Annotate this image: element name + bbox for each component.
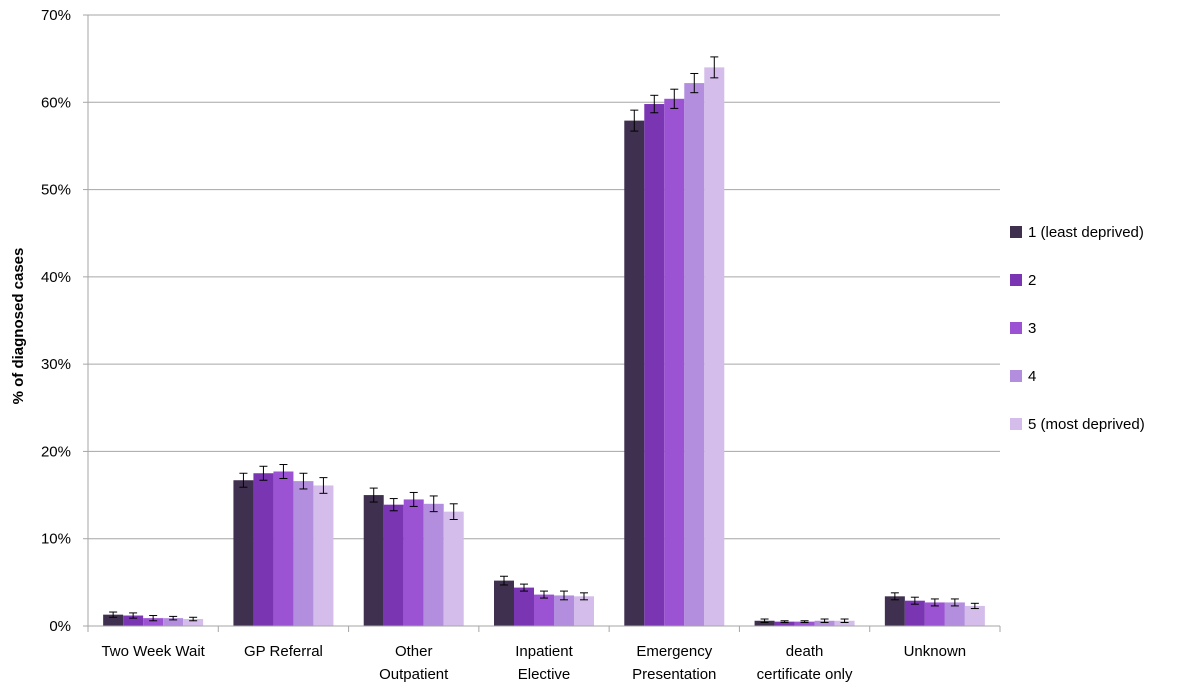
x-category-label-line: Emergency: [636, 643, 712, 660]
y-tick-label: 30%: [41, 356, 71, 373]
bar: [924, 602, 945, 626]
legend: 1 (least deprived) 2 3 4 5 (most deprived): [1010, 224, 1145, 433]
bar: [754, 620, 775, 626]
x-category-label-line: certificate only: [757, 666, 853, 683]
bar: [794, 621, 815, 626]
bar: [514, 587, 534, 626]
x-category-label: Emergency Presentation: [632, 643, 716, 683]
legend-swatch: [1010, 418, 1022, 430]
legend-swatch: [1010, 226, 1022, 238]
bar: [964, 605, 985, 626]
bars: [103, 67, 985, 626]
x-category-label-line: Outpatient: [379, 666, 449, 683]
bar: [884, 596, 905, 626]
gridlines: [88, 14, 1000, 540]
y-tick-label: 10%: [41, 531, 71, 548]
bar: [684, 83, 705, 626]
x-category-label-line: Elective: [518, 666, 571, 683]
bar: [103, 614, 124, 626]
bar: [313, 485, 334, 626]
y-tick-label: 50%: [41, 182, 71, 199]
bar: [904, 600, 925, 626]
bar: [554, 595, 574, 626]
legend-label: 2: [1028, 272, 1036, 289]
bar: [814, 620, 835, 626]
legend-swatch: [1010, 322, 1022, 334]
x-category-label: Unknown: [904, 643, 967, 660]
y-tick-label: 20%: [41, 443, 71, 460]
x-category-label: death certificate only: [757, 643, 853, 683]
x-category-label-line: Other: [395, 643, 433, 660]
bar: [293, 481, 314, 626]
y-axis-label: % of diagnosed cases: [10, 248, 27, 405]
bar: [233, 480, 254, 626]
error-bars: [109, 56, 979, 624]
bar: [443, 511, 464, 626]
x-category-label-line: GP Referral: [244, 643, 323, 660]
x-category-label-line: Two Week Wait: [101, 643, 205, 660]
bar: [363, 495, 384, 626]
bar: [644, 104, 665, 626]
y-tick-label: 40%: [41, 269, 71, 286]
bar: [123, 615, 144, 626]
x-category-label-line: Presentation: [632, 666, 716, 683]
x-category-label: Other Outpatient: [379, 643, 449, 683]
y-tick-label: 0%: [49, 618, 71, 635]
y-tick-label: 70%: [41, 7, 71, 24]
legend-swatch: [1010, 274, 1022, 286]
bar: [143, 618, 164, 626]
bar: [944, 602, 965, 626]
bar: [273, 471, 294, 626]
bar: [423, 503, 444, 626]
bar: [574, 596, 594, 626]
bar: [534, 594, 554, 626]
bar: [383, 504, 404, 626]
legend-label: 3: [1028, 320, 1036, 337]
x-category-label-line: death: [786, 643, 824, 660]
x-category-label-line: Inpatient: [515, 643, 573, 660]
bar: [403, 499, 424, 626]
x-category-label: GP Referral: [244, 643, 323, 660]
legend-label: 1 (least deprived): [1028, 224, 1144, 241]
x-category-label-line: Unknown: [904, 643, 967, 660]
bar: [704, 67, 725, 626]
x-category-label: Inpatient Elective: [515, 643, 573, 683]
bar: [494, 580, 514, 626]
bar: [163, 618, 184, 626]
bar: [834, 620, 855, 626]
legend-swatch: [1010, 370, 1022, 382]
bar: [774, 621, 795, 626]
bar: [183, 619, 204, 626]
bar: [664, 98, 685, 626]
x-category-label: Two Week Wait: [101, 643, 205, 660]
bar: [253, 473, 274, 626]
bar: [624, 120, 645, 626]
legend-label: 5 (most deprived): [1028, 416, 1145, 433]
axes: 0% 10% 20% 30% 40% 50% 60% 70% Two Week Wait GP R…: [41, 7, 1001, 683]
legend-label: 4: [1028, 368, 1036, 385]
y-tick-label: 60%: [41, 94, 71, 111]
